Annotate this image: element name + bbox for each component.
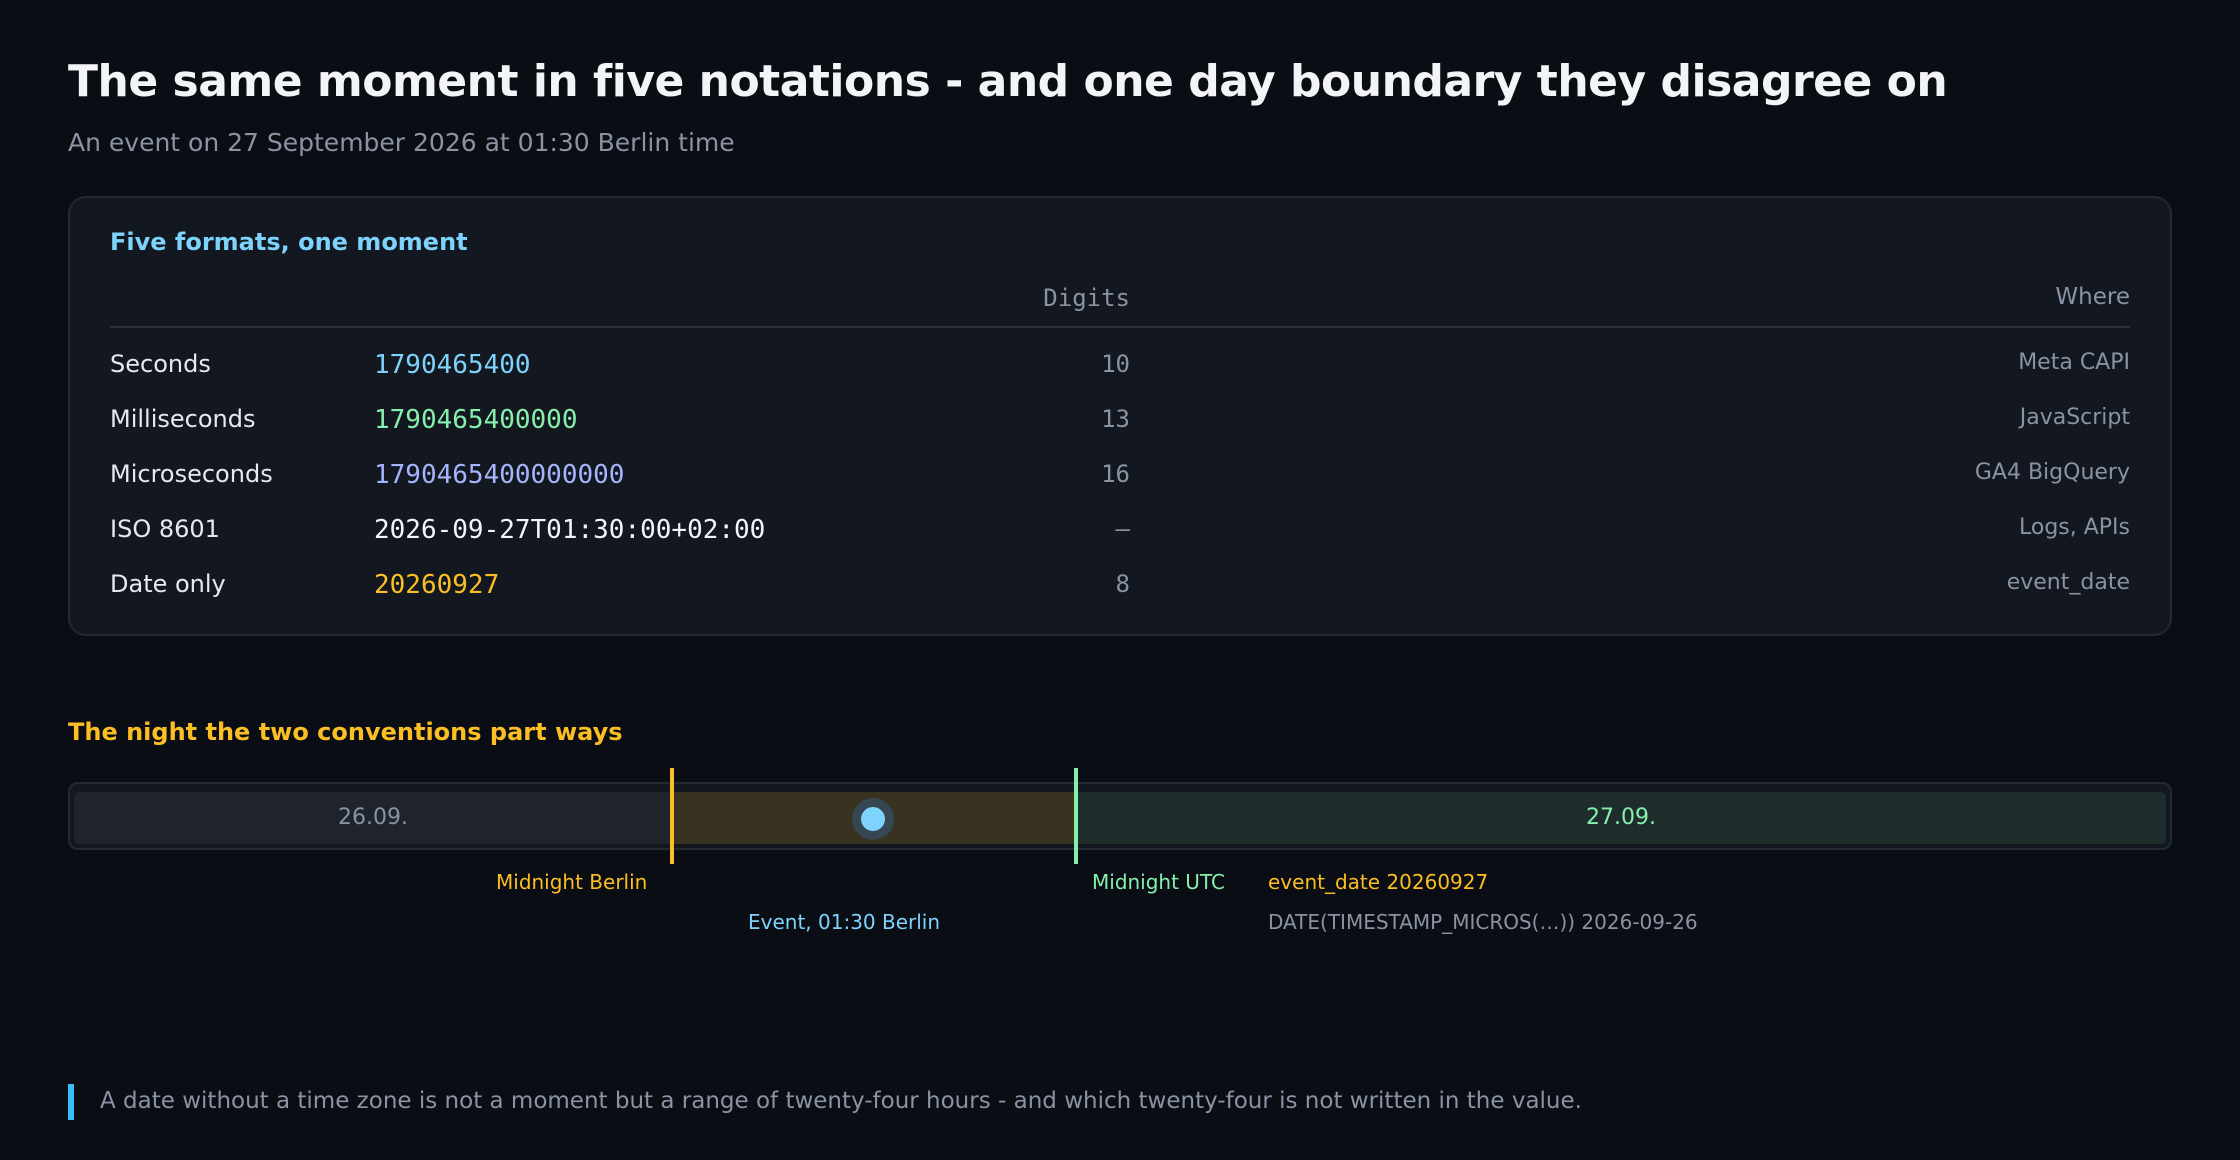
event-date-label: event_date 20260927 [1268, 870, 1489, 894]
where-column-header: Where [2055, 284, 2130, 310]
event-marker [852, 798, 894, 840]
next-day-label: 27.09. [1586, 805, 1656, 830]
format-where: GA4 BigQuery [1974, 460, 2130, 485]
format-value: 20260927 [374, 570, 500, 600]
format-label: Microseconds [110, 460, 273, 488]
format-row-date-only: Date only 20260927 8 event_date [110, 570, 2130, 610]
format-label: ISO 8601 [110, 515, 220, 543]
format-label: Milliseconds [110, 405, 256, 433]
format-label: Seconds [110, 350, 211, 378]
header-divider [110, 326, 2130, 328]
footer-quote: A date without a time zone is not a mome… [100, 1088, 1582, 1114]
format-row-iso8601: ISO 8601 2026-09-27T01:30:00+02:00 – Log… [110, 515, 2130, 555]
formats-card-title: Five formats, one moment [110, 228, 468, 256]
quote-accent-bar [68, 1084, 74, 1120]
format-value: 1790465400 [374, 350, 531, 380]
midnight-utc-marker [1074, 768, 1078, 864]
format-where: event_date [2006, 570, 2130, 595]
formats-card: Five formats, one moment Digits Where Se… [68, 196, 2172, 636]
event-marker-core [861, 807, 885, 831]
format-label: Date only [110, 570, 226, 598]
format-digits: 13 [1101, 405, 1130, 433]
previous-day-segment: 26.09. [74, 792, 672, 844]
page-title: The same moment in five notations - and … [68, 56, 1948, 107]
format-value: 2026-09-27T01:30:00+02:00 [374, 515, 766, 545]
format-digits: – [1115, 515, 1130, 543]
format-digits: 8 [1115, 570, 1130, 598]
format-value: 1790465400000000 [374, 460, 625, 490]
format-where: Logs, APIs [2018, 515, 2130, 540]
format-digits: 16 [1101, 460, 1130, 488]
format-where: Meta CAPI [2018, 350, 2130, 375]
page-subtitle: An event on 27 September 2026 at 01:30 B… [68, 128, 735, 157]
format-digits: 10 [1101, 350, 1130, 378]
format-row-seconds: Seconds 1790465400 10 Meta CAPI [110, 350, 2130, 390]
midnight-utc-label: Midnight UTC [1092, 870, 1225, 894]
bigquery-date-label: DATE(TIMESTAMP_MICROS(…)) 2026-09-26 [1268, 910, 1698, 934]
format-row-microseconds: Microseconds 1790465400000000 16 GA4 Big… [110, 460, 2130, 500]
format-where: JavaScript [2019, 405, 2130, 430]
midnight-berlin-label: Midnight Berlin [496, 870, 648, 894]
previous-day-label: 26.09. [338, 805, 408, 830]
format-row-milliseconds: Milliseconds 1790465400000 13 JavaScript [110, 405, 2130, 445]
digits-column-header: Digits [1043, 284, 1130, 312]
next-day-segment: 27.09. [1076, 792, 2166, 844]
format-value: 1790465400000 [374, 405, 578, 435]
midnight-berlin-marker [670, 768, 674, 864]
timeline-title: The night the two conventions part ways [68, 718, 623, 746]
event-label: Event, 01:30 Berlin [748, 910, 941, 934]
